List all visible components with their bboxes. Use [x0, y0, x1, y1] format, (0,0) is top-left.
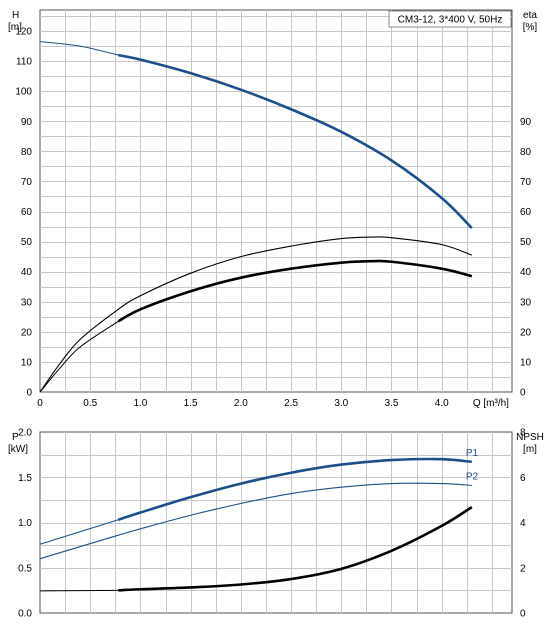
- right-tick-label: 4: [520, 518, 526, 529]
- left-tick-label: 110: [16, 57, 32, 68]
- left-tick-label: 100: [15, 87, 32, 98]
- left-axis-label: H: [12, 10, 19, 21]
- left-axis-label: P: [12, 432, 19, 443]
- left-tick-label: 30: [21, 297, 33, 308]
- right-tick-label: 0: [520, 609, 526, 620]
- left-tick-label: 80: [21, 147, 33, 158]
- right-axis-unit: [%]: [523, 22, 538, 33]
- left-tick-label: 1.5: [18, 473, 32, 484]
- left-tick-label: 70: [21, 177, 33, 188]
- right-tick-label: 6: [520, 473, 526, 484]
- right-tick-label: 2: [520, 563, 526, 574]
- series-label: P1: [466, 448, 479, 459]
- left-tick-label: 20: [21, 327, 33, 338]
- left-axis-unit: [m]: [8, 22, 22, 33]
- left-tick-label: 10: [21, 357, 33, 368]
- left-axis-unit: [kW]: [8, 444, 28, 455]
- right-tick-label: 60: [520, 207, 532, 218]
- right-tick-label: 10: [520, 357, 532, 368]
- right-axis-label: eta: [523, 10, 537, 21]
- left-tick-label: 60: [21, 207, 33, 218]
- x-tick-label: 2.0: [234, 398, 248, 409]
- right-axis-label: NPSH: [516, 432, 544, 443]
- right-axis-unit: [m]: [523, 444, 537, 455]
- x-tick-label: 3.5: [385, 398, 399, 409]
- x-tick-label: 0: [37, 398, 43, 409]
- right-tick-label: 0: [520, 388, 526, 399]
- x-tick-label: 2.5: [284, 398, 298, 409]
- right-tick-label: 30: [520, 297, 532, 308]
- x-tick-label: 1.0: [133, 398, 147, 409]
- left-tick-label: 90: [21, 117, 33, 128]
- left-tick-label: 0.0: [18, 609, 32, 620]
- chart-title: CM3-12, 3*400 V, 50Hz: [398, 15, 503, 26]
- right-tick-label: 20: [520, 327, 532, 338]
- x-tick-label: 0.5: [83, 398, 97, 409]
- right-tick-label: 50: [520, 237, 532, 248]
- x-tick-label: 1.5: [184, 398, 198, 409]
- x-tick-label: 3.0: [334, 398, 348, 409]
- left-tick-label: 1.0: [18, 518, 32, 529]
- left-tick-label: 2.0: [18, 428, 32, 439]
- right-tick-label: 40: [520, 267, 532, 278]
- left-tick-label: 0: [26, 388, 32, 399]
- left-tick-label: 0.5: [18, 563, 32, 574]
- right-tick-label: 80: [520, 147, 532, 158]
- right-tick-label: 70: [520, 177, 532, 188]
- right-tick-label: 90: [520, 117, 532, 128]
- x-tick-label: 4.0: [435, 398, 449, 409]
- left-tick-label: 50: [21, 237, 33, 248]
- left-tick-label: 40: [21, 267, 33, 278]
- plot-frame-0: [40, 10, 512, 392]
- x-axis-label: Q [m³/h]: [473, 398, 509, 409]
- series-label: P2: [466, 471, 479, 482]
